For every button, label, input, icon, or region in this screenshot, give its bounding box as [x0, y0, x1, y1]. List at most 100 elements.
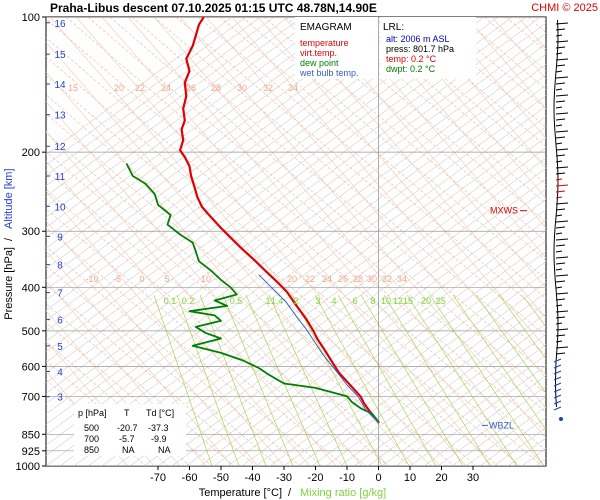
table-header-td: Td [°C]: [146, 408, 174, 418]
legend-item-wet-bulb: wet bulb temp.: [299, 68, 359, 78]
isotherm-line: [129, 157, 546, 466]
pressure-tick-label: 850: [22, 429, 40, 441]
dry-adiabat-line: [46, 113, 455, 466]
moist-adiabat-line: [413, 17, 546, 169]
theta-label: 22: [305, 274, 315, 284]
dry-adiabat-line: [46, 246, 301, 466]
wind-barb: [553, 382, 562, 387]
altitude-tick-label: 9: [57, 232, 63, 243]
mixing-ratio-line: [153, 294, 213, 466]
mixing-ratio-label: 6: [352, 296, 357, 306]
altitude-tick-label: 7: [57, 289, 63, 300]
wind-barb: [555, 130, 569, 133]
wind-barb: [555, 208, 566, 211]
table-cell: 700: [84, 434, 99, 444]
isotherm-line: [297, 281, 546, 466]
mixing-ratio-line: [245, 294, 321, 466]
isotherm-line: [46, 17, 485, 342]
pressure-tick-label: 200: [22, 147, 40, 159]
isotherm-line: [283, 271, 546, 466]
table-cell: 850: [84, 445, 99, 455]
surface-wind-marker: [559, 417, 563, 421]
plot-area: [45, 16, 547, 467]
wind-barb: [555, 262, 566, 265]
mixing-ratio-label: 1: [265, 296, 270, 306]
temperature-tick-label: 20: [435, 472, 447, 484]
wind-barb: [555, 214, 563, 217]
moist-adiabat-line: [153, 17, 545, 466]
wind-barb: [555, 58, 569, 61]
isotherm-line: [46, 53, 546, 425]
isotherm-line: [381, 344, 546, 466]
x-axis-title-temperature: Temperature [°C]: [199, 487, 282, 499]
theta-label: 5: [164, 274, 169, 284]
wind-barb: [555, 34, 563, 37]
moist-adiabat-line: [46, 101, 363, 466]
wind-barb: [555, 40, 569, 43]
dry-adiabat-line: [46, 37, 543, 466]
altitude-tick-label: 14: [54, 80, 66, 91]
lrl-box: [380, 17, 476, 79]
dry-adiabat-line: [46, 379, 147, 466]
isotherm-line: [46, 17, 247, 166]
wind-barb: [555, 190, 566, 193]
isotherm-line: [46, 17, 541, 384]
theta-label: 20: [114, 83, 124, 93]
mixing-ratio-line: [452, 294, 546, 431]
wind-barb: [555, 286, 563, 289]
moist-adiabat-line: [46, 71, 389, 466]
theta-label: 20: [287, 274, 297, 284]
legend-box: [295, 17, 378, 79]
lrl-heading: LRL:: [383, 22, 404, 33]
wind-barb: [555, 220, 569, 223]
mixing-ratio-label: 2: [293, 296, 298, 306]
isotherm-line: [87, 126, 546, 466]
theta-label: 34: [397, 274, 407, 284]
moist-adiabat-line: [335, 17, 546, 259]
mixing-ratio-line: [268, 294, 348, 466]
wind-barb: [553, 394, 562, 399]
altitude-tick-label: 5: [57, 342, 63, 353]
series-temperature: [179, 17, 380, 424]
isotherm-line: [46, 17, 471, 332]
theta-label: 24: [161, 83, 171, 93]
mixing-ratio-label: 1.4: [271, 296, 284, 306]
wind-barb: [555, 334, 566, 337]
credit-text: CHMI © 2025: [531, 2, 598, 14]
table-cell: 500: [84, 423, 99, 433]
table-cell: NA: [122, 445, 135, 455]
temperature-tick-label: -70: [150, 472, 166, 484]
moist-adiabat-line: [387, 17, 546, 199]
moist-adiabat-line: [231, 17, 546, 379]
wind-barb: [553, 388, 562, 393]
wind-barb: [555, 112, 569, 115]
theta-label: 32: [382, 274, 392, 284]
isotherm-line: [325, 302, 546, 466]
isotherm-line: [46, 17, 429, 301]
isotherm-line: [423, 375, 546, 466]
moist-adiabat-line: [179, 17, 546, 439]
altitude-tick-label: 11: [55, 172, 66, 183]
theta-label: 22: [135, 83, 145, 93]
moist-adiabat-line: [46, 220, 259, 466]
isotherm-line: [46, 17, 359, 249]
table-cell: -9.9: [151, 434, 167, 444]
moist-adiabat-line: [283, 17, 546, 319]
isotherm-line: [241, 240, 546, 466]
theta-label: 30: [237, 83, 247, 93]
wind-barb: [555, 172, 566, 175]
isotherm-line: [46, 17, 275, 187]
mixing-ratio-line: [429, 294, 545, 466]
isotherm-line: [101, 136, 546, 466]
wind-barb: [553, 364, 562, 369]
dry-adiabat-line: [46, 208, 345, 466]
theta-label: 15: [68, 83, 78, 93]
pressure-tick-label: 400: [22, 282, 40, 294]
mixing-ratio-line: [291, 294, 383, 466]
theta-label: 32: [263, 83, 273, 93]
isotherm-line: [46, 17, 331, 228]
mixing-ratio-label: 15: [403, 296, 413, 306]
wind-barb: [555, 250, 563, 253]
